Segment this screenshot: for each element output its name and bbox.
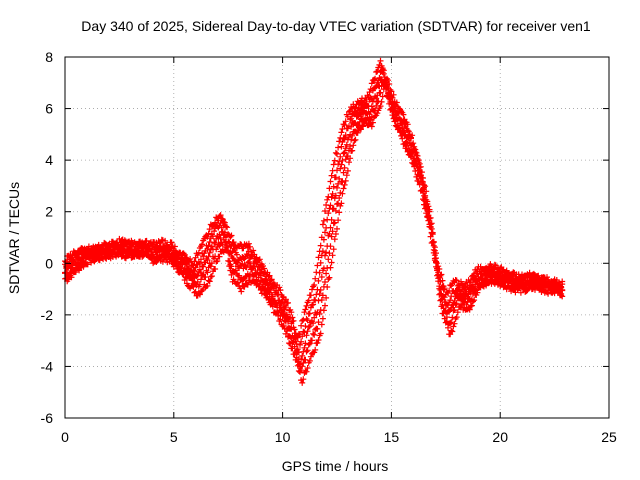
y-tick-label: 6 — [45, 101, 53, 117]
x-tick-label: 15 — [384, 429, 400, 445]
plot-frame — [64, 56, 610, 419]
y-tick-label: 2 — [45, 204, 53, 220]
y-axis-title: SDTVAR / TECUs — [6, 182, 22, 294]
y-tick-label: 0 — [45, 255, 53, 271]
axis-ticks — [64, 56, 610, 419]
y-tick-label: -6 — [41, 410, 54, 426]
y-tick-label: 8 — [45, 49, 53, 65]
y-tick-label: -2 — [41, 307, 54, 323]
x-tick-label: 20 — [492, 429, 508, 445]
x-tick-label: 10 — [275, 429, 291, 445]
x-tick-label: 25 — [601, 429, 617, 445]
y-tick-label: 4 — [45, 152, 53, 168]
x-axis-title: GPS time / hours — [282, 458, 389, 474]
chart-title: Day 340 of 2025, Sidereal Day-to-day VTE… — [81, 18, 591, 34]
y-tick-label: -4 — [41, 358, 54, 374]
x-tick-label: 5 — [170, 429, 178, 445]
axis-tick-labels: 0 5 10 15 20 25 -6 -4 -2 0 2 4 6 8 — [41, 49, 617, 445]
x-tick-label: 0 — [61, 429, 69, 445]
